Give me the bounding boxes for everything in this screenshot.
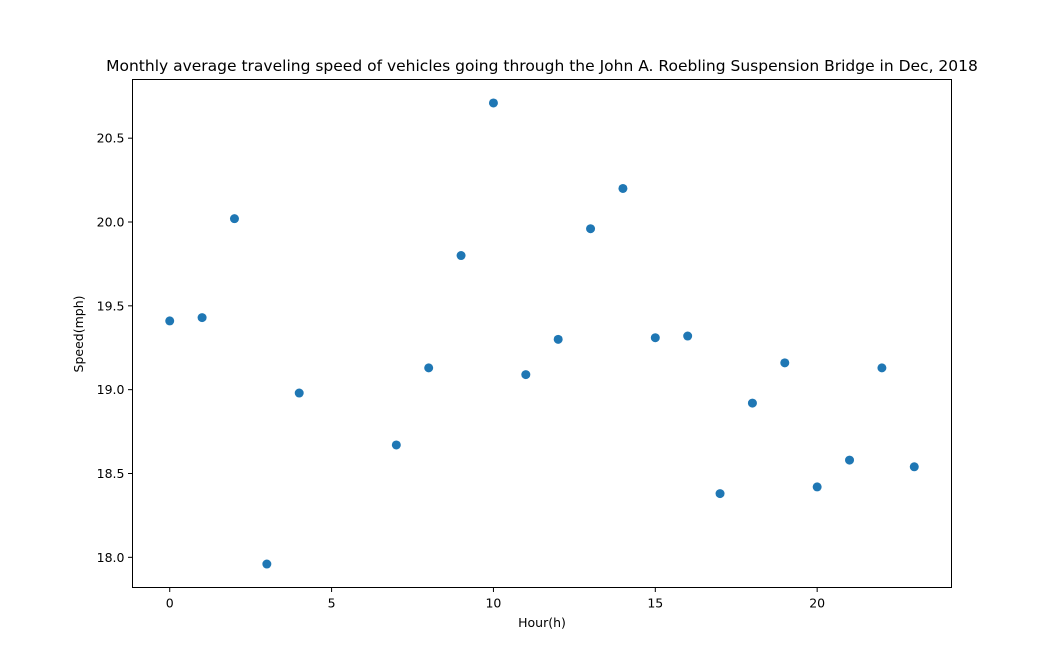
data-point — [747, 398, 757, 408]
x-tick-label: 5 — [328, 596, 336, 611]
y-tick-label: 18.5 — [97, 466, 125, 481]
x-axis: 0 5 10 15 20 — [166, 587, 825, 611]
x-tick-label: 20 — [809, 596, 825, 611]
data-point — [391, 440, 401, 450]
data-point — [812, 482, 822, 492]
data-point — [715, 489, 725, 499]
data-point — [845, 455, 855, 465]
data-point — [229, 214, 239, 224]
data-point — [586, 224, 596, 234]
y-tick-label: 20.0 — [97, 215, 125, 230]
x-tick-label: 10 — [485, 596, 501, 611]
x-tick-label: 0 — [166, 596, 174, 611]
x-axis-label: Hour(h) — [518, 615, 566, 630]
data-point — [683, 331, 693, 341]
data-points — [165, 98, 919, 569]
data-point — [262, 559, 272, 569]
data-point — [456, 251, 466, 261]
data-point — [618, 183, 628, 193]
data-point — [650, 333, 660, 343]
chart-title: Monthly average traveling speed of vehic… — [106, 57, 978, 75]
data-point — [197, 313, 207, 323]
data-point — [909, 462, 919, 472]
data-point — [488, 98, 498, 108]
x-tick-label: 15 — [647, 596, 663, 611]
data-point — [521, 370, 531, 380]
y-tick-label: 19.0 — [97, 382, 125, 397]
data-point — [780, 358, 790, 368]
data-point — [294, 388, 304, 398]
plot-frame — [132, 79, 952, 588]
data-point — [165, 316, 175, 326]
y-tick-label: 19.5 — [97, 298, 125, 313]
y-tick-label: 20.5 — [97, 131, 125, 146]
data-point — [424, 363, 434, 373]
y-axis-label: Speed(mph) — [71, 296, 86, 373]
data-point — [553, 334, 563, 344]
y-axis: 18.0 18.5 19.0 19.5 20.0 20.5 — [97, 131, 133, 565]
y-tick-label: 18.0 — [97, 550, 125, 565]
data-point — [877, 363, 887, 373]
